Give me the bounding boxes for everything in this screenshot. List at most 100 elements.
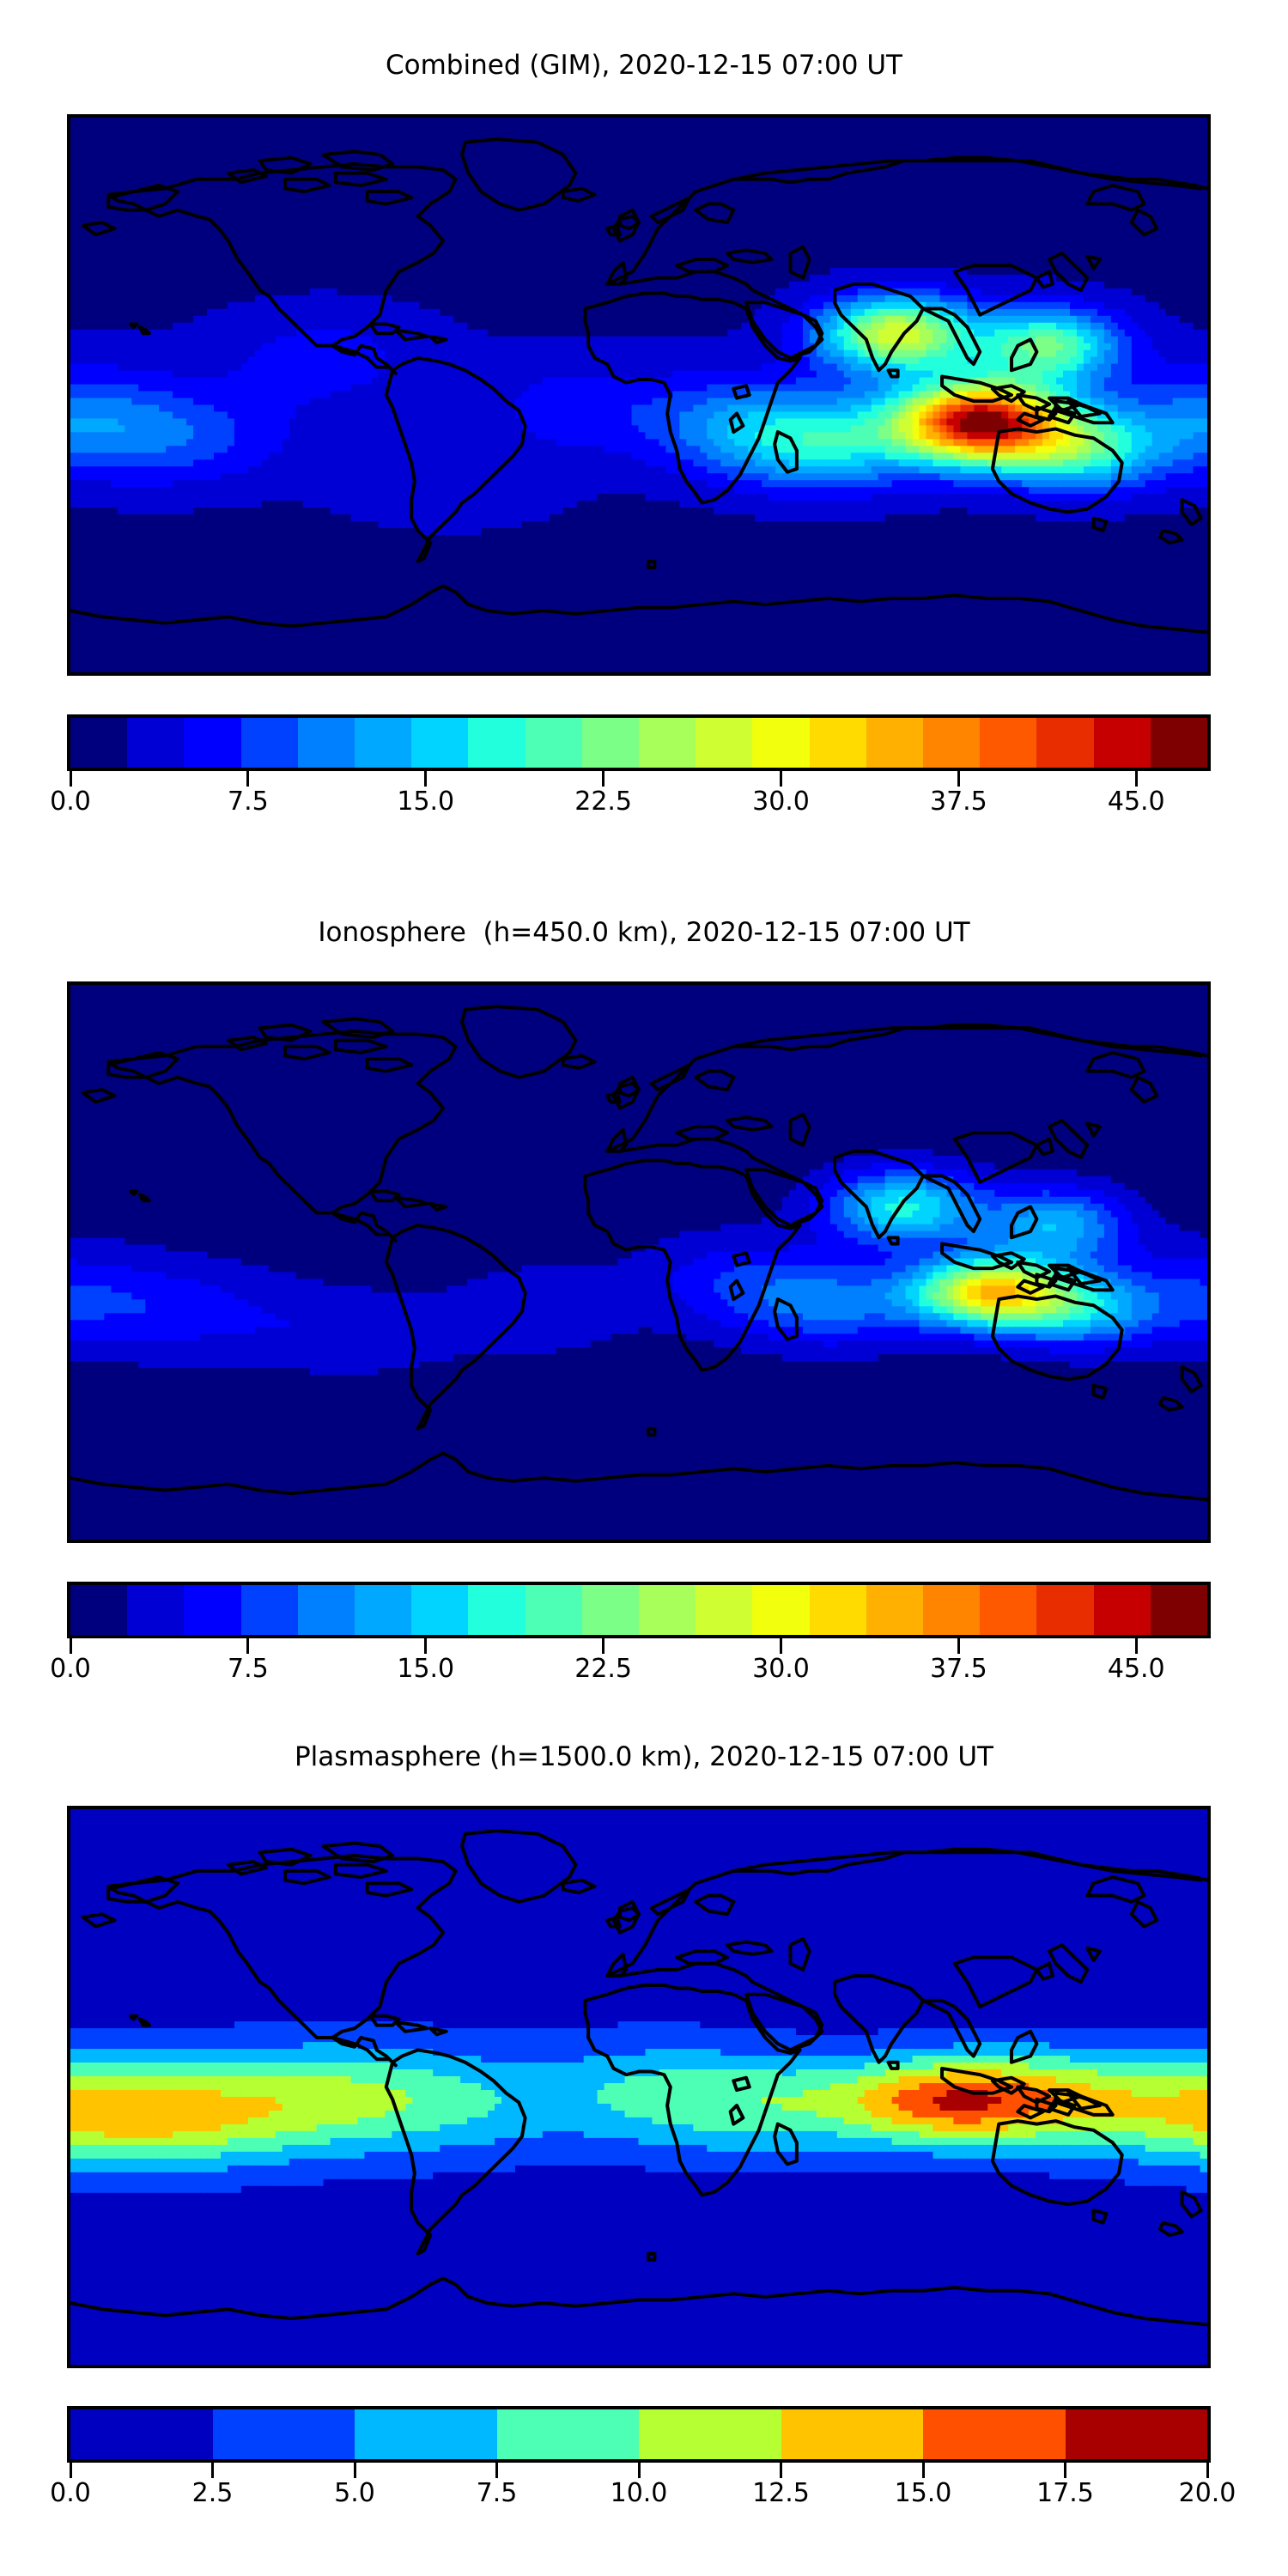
colorbar-segment xyxy=(1093,718,1151,768)
colorbar-segment xyxy=(184,1585,241,1635)
colorbar-tick-label: 12.5 xyxy=(752,2478,810,2508)
colorbar-tick-label: 0.0 xyxy=(50,1654,91,1684)
colorbar-segment xyxy=(70,718,128,768)
panel-title-combined-gim: Combined (GIM), 2020-12-15 07:00 UT xyxy=(0,50,1288,81)
colorbar-tick-label: 37.5 xyxy=(930,787,987,817)
colorbar-tick xyxy=(780,1638,782,1654)
map-axes-ionosphere xyxy=(67,981,1211,1543)
colorbar-segment xyxy=(696,718,753,768)
colorbar-tick xyxy=(69,2463,72,2478)
colorbar-segment xyxy=(468,718,526,768)
map-axes-combined-gim xyxy=(67,114,1211,676)
colorbar-segment xyxy=(581,1585,640,1635)
colorbar-plasmasphere: 0.0 2.5 5.0 7.5 10.0 12.5 15.0 17.5 20.0 xyxy=(50,2406,1236,2526)
colorbar-segment xyxy=(581,718,640,768)
colorbar-tick xyxy=(780,2463,782,2478)
colorbar-ticks-combined xyxy=(67,771,1211,788)
colorbar-segment xyxy=(1093,1585,1151,1635)
colorbar-tick-label: 20.0 xyxy=(1179,2478,1236,2508)
colorbar-tick-label: 30.0 xyxy=(752,1654,810,1684)
colorbar-segment xyxy=(752,1585,810,1635)
colorbar-tick-label: 37.5 xyxy=(930,1654,987,1684)
colorbar-segment xyxy=(639,718,696,768)
colorbar-tick xyxy=(1064,2463,1066,2478)
colorbar-tick xyxy=(246,1638,250,1654)
colorbar-ticklabels-combined: 0.0 7.5 15.0 22.5 30.0 37.5 45.0 xyxy=(50,787,1211,824)
colorbar-tick xyxy=(246,771,250,787)
map-field-ionosphere xyxy=(70,985,1207,1540)
colorbar-ticklabels-plasmasphere: 0.0 2.5 5.0 7.5 10.0 12.5 15.0 17.5 20.0 xyxy=(50,2478,1236,2516)
colorbar-segment xyxy=(781,2409,923,2459)
colorbar-segment xyxy=(980,718,1037,768)
colorbar-segment xyxy=(496,2409,639,2459)
colorbar-segment xyxy=(980,1585,1037,1635)
colorbar-tick xyxy=(780,771,782,787)
coastlines-ionosphere xyxy=(70,985,1207,1540)
colorbar-segment xyxy=(297,718,355,768)
colorbar-segment xyxy=(1150,1585,1208,1635)
colorbar-tick xyxy=(957,771,960,787)
colorbar-tick-label: 5.0 xyxy=(334,2478,375,2508)
colorbar-tick xyxy=(1206,2463,1209,2478)
colorbar-segment xyxy=(525,1585,582,1635)
colorbar-segment xyxy=(923,2409,1066,2459)
colorbar-segment xyxy=(468,1585,526,1635)
colorbar-tick xyxy=(211,2463,214,2478)
map-field-plasmasphere xyxy=(70,1809,1207,2365)
colorbar-tick xyxy=(69,771,72,787)
colorbar-segment xyxy=(297,1585,355,1635)
colorbar-gradient-combined xyxy=(67,714,1211,771)
colorbar-tick-label: 0.0 xyxy=(50,787,91,817)
colorbar-tick xyxy=(424,1638,428,1654)
coastlines-plasmasphere xyxy=(70,1809,1207,2365)
colorbar-tick-label: 30.0 xyxy=(752,787,810,817)
colorbar-tick xyxy=(602,1638,605,1654)
colorbar-segment xyxy=(1065,2409,1207,2459)
colorbar-tick xyxy=(602,771,605,787)
colorbar-tick-label: 17.5 xyxy=(1036,2478,1094,2508)
colorbar-segment xyxy=(809,718,866,768)
colorbar-tick xyxy=(353,2463,356,2478)
map-field-combined-gim xyxy=(70,118,1207,672)
colorbar-tick-label: 22.5 xyxy=(574,1654,632,1684)
colorbar-tick-label: 7.5 xyxy=(228,787,269,817)
panel-title-plasmasphere: Plasmasphere (h=1500.0 km), 2020-12-15 0… xyxy=(0,1741,1288,1772)
colorbar-segment xyxy=(752,718,810,768)
colorbar-ionosphere: 0.0 7.5 15.0 22.5 30.0 37.5 45.0 xyxy=(50,1582,1211,1702)
colorbar-tick-label: 0.0 xyxy=(50,2478,91,2508)
colorbar-tick xyxy=(1134,771,1138,787)
colorbar-segment xyxy=(809,1585,866,1635)
colorbar-gradient-ionosphere xyxy=(67,1582,1211,1638)
colorbar-tick xyxy=(424,771,428,787)
colorbar-tick xyxy=(921,2463,925,2478)
colorbar-segment xyxy=(1150,718,1208,768)
tec-contour-field-ionosphere xyxy=(70,985,1207,1540)
colorbar-tick-label: 15.0 xyxy=(895,2478,952,2508)
colorbar-tick-label: 15.0 xyxy=(397,1654,454,1684)
colorbar-segment xyxy=(696,1585,753,1635)
colorbar-segment xyxy=(1036,718,1094,768)
colorbar-segment xyxy=(240,718,298,768)
colorbar-segment xyxy=(866,1585,924,1635)
colorbar-segment xyxy=(923,718,981,768)
colorbar-segment xyxy=(70,1585,128,1635)
colorbar-segment xyxy=(70,2409,213,2459)
colorbar-segment xyxy=(923,1585,981,1635)
colorbar-tick-label: 45.0 xyxy=(1108,1654,1165,1684)
colorbar-tick-label: 10.0 xyxy=(611,2478,668,2508)
colorbar-segment xyxy=(212,2409,355,2459)
colorbar-segment xyxy=(1036,1585,1094,1635)
colorbar-tick xyxy=(1134,1638,1138,1654)
colorbar-segment xyxy=(639,1585,696,1635)
colorbar-tick-label: 15.0 xyxy=(397,787,454,817)
colorbar-segment xyxy=(355,1585,412,1635)
colorbar-tick-label: 45.0 xyxy=(1108,787,1165,817)
colorbar-segment xyxy=(866,718,924,768)
colorbar-ticks-plasmasphere xyxy=(67,2463,1211,2480)
colorbar-tick xyxy=(495,2463,498,2478)
colorbar-segment xyxy=(355,718,412,768)
map-axes-plasmasphere xyxy=(67,1806,1211,2368)
colorbar-ticks-ionosphere xyxy=(67,1638,1211,1656)
colorbar-gradient-plasmasphere xyxy=(67,2406,1211,2463)
